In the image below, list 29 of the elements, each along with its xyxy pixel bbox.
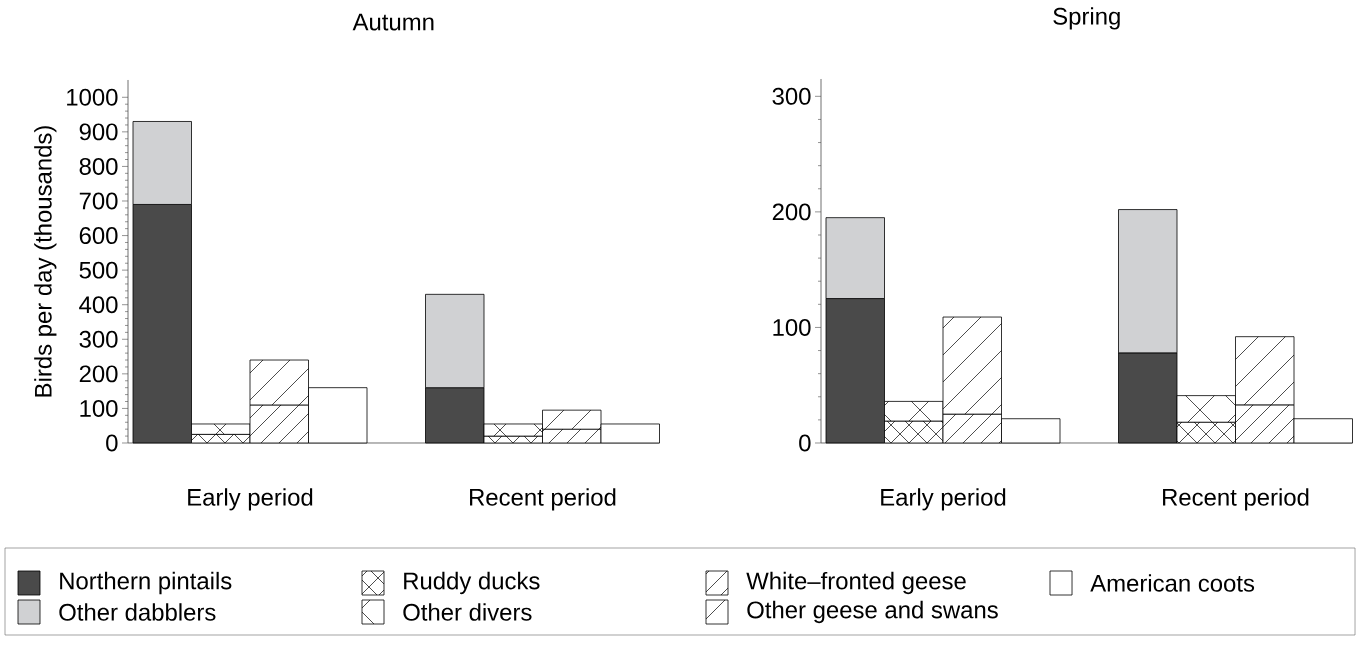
legend-label: White–fronted geese	[746, 571, 966, 595]
y-tick-label: 500	[79, 261, 118, 279]
text: Recent period	[1163, 488, 1309, 511]
text: Recent period	[470, 488, 616, 511]
legend-label: Other divers	[403, 603, 532, 621]
y-tick-label: 200	[79, 365, 118, 383]
y-tick-label: 900	[79, 123, 118, 141]
y-tick-label: 100	[773, 318, 811, 336]
legend-label: Other dabblers	[59, 603, 216, 621]
legend-label: Ruddy ducks	[404, 571, 540, 595]
y-tick-label: 300	[772, 87, 811, 105]
chart-title: Autumn	[352, 13, 434, 31]
y-tick-label: 300	[79, 330, 118, 348]
y-tick-label: 1000	[67, 88, 118, 106]
y-tick-label: 400	[79, 296, 118, 314]
y-tick-label: 0	[799, 434, 811, 452]
legend-label: American coots	[1090, 574, 1255, 592]
chart-title: Spring	[1053, 7, 1120, 30]
y-tick-label: 0	[106, 434, 118, 452]
y-tick-label: 200	[772, 203, 811, 221]
legend-label: Other geese and swans	[747, 600, 998, 624]
y-tick-label: 600	[79, 227, 118, 245]
legend-label: Northern pintails	[60, 571, 232, 595]
text: Early period	[881, 488, 1006, 511]
y-tick-label: 700	[79, 192, 118, 210]
y-tick-label: 100	[80, 399, 118, 417]
text: Early period	[188, 488, 313, 511]
y-tick-label: 800	[79, 157, 118, 175]
y-axis-title: Birds per day (thousands)	[34, 126, 57, 397]
